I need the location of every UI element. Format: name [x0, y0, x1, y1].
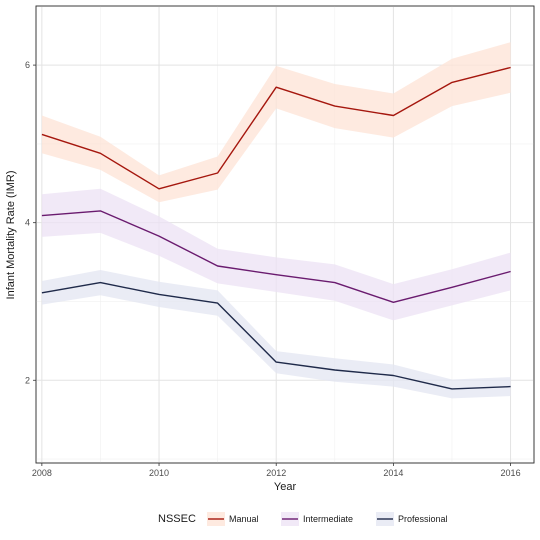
- legend-label-professional: Professional: [398, 514, 448, 524]
- confidence-bands: [41, 42, 511, 399]
- legend-label-intermediate: Intermediate: [303, 514, 353, 524]
- confidence-band-manual: [41, 42, 511, 203]
- confidence-band-intermediate: [41, 188, 511, 321]
- y-tick-label: 6: [25, 60, 30, 70]
- y-axis-title: Infant Mortality Rate (IMR): [5, 171, 17, 300]
- x-tick-label: 2008: [32, 468, 52, 478]
- series-lines: [41, 66, 511, 390]
- x-tick-label: 2014: [383, 468, 403, 478]
- legend: NSSEC Manual Intermediate Professional: [158, 512, 448, 526]
- legend-label-manual: Manual: [229, 514, 259, 524]
- confidence-band-professional: [41, 270, 511, 399]
- x-tick-label: 2016: [501, 468, 521, 478]
- series-line-intermediate: [41, 210, 511, 303]
- x-tick-label: 2010: [149, 468, 169, 478]
- legend-items: Manual Intermediate Professional: [207, 512, 448, 526]
- y-axis-ticks: 2 4 6: [25, 60, 36, 385]
- plot-border: [35, 5, 535, 464]
- x-axis-ticks: 2008 2010 2012 2014 2016: [32, 463, 521, 478]
- x-axis-title: Year: [274, 481, 297, 493]
- y-tick-label: 2: [25, 375, 30, 385]
- series-line-manual: [41, 66, 511, 190]
- series-line-professional: [41, 281, 511, 390]
- y-tick-label: 4: [25, 218, 30, 228]
- legend-title: NSSEC: [158, 513, 196, 525]
- x-tick-label: 2012: [266, 468, 286, 478]
